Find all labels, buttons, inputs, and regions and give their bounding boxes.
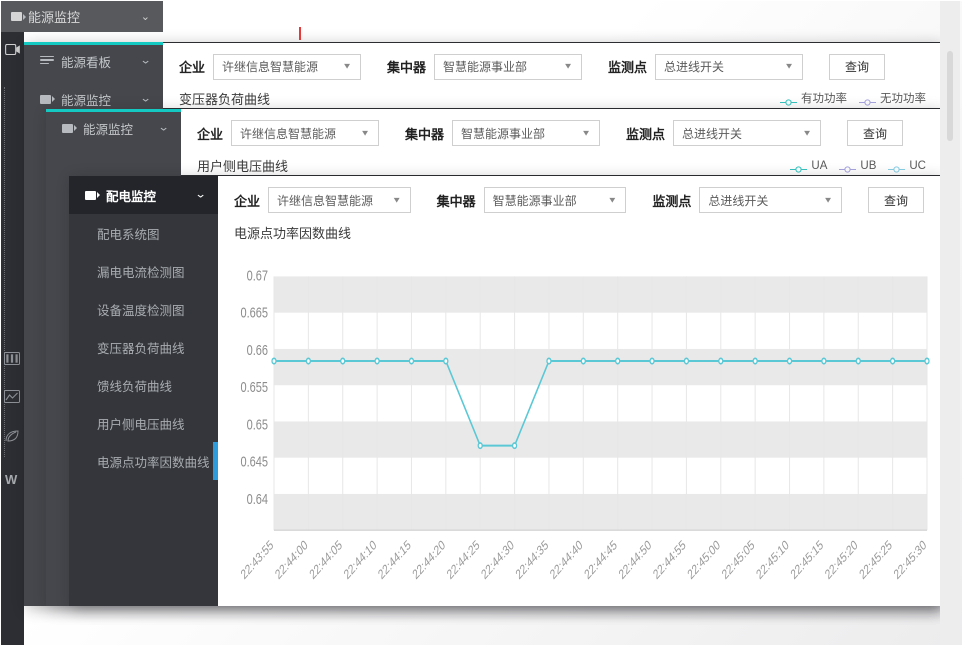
svg-text:22:44:05: 22:44:05: [307, 536, 345, 582]
svg-text:0.665: 0.665: [240, 304, 268, 321]
svg-text:22:45:05: 22:45:05: [719, 536, 757, 582]
svg-text:0.65: 0.65: [247, 416, 268, 433]
svg-text:22:45:30: 22:45:30: [891, 536, 929, 582]
svg-text:0.64: 0.64: [247, 490, 268, 507]
svg-text:22:44:15: 22:44:15: [376, 536, 414, 582]
svg-text:0.67: 0.67: [247, 267, 268, 284]
svg-text:22:45:00: 22:45:00: [685, 536, 723, 582]
svg-text:22:44:50: 22:44:50: [616, 536, 654, 582]
svg-text:22:44:10: 22:44:10: [341, 536, 379, 582]
svg-text:22:44:25: 22:44:25: [444, 536, 482, 582]
svg-text:22:45:15: 22:45:15: [788, 536, 826, 582]
svg-text:22:44:55: 22:44:55: [651, 536, 689, 582]
svg-text:22:45:10: 22:45:10: [754, 536, 792, 582]
svg-text:22:44:20: 22:44:20: [410, 536, 448, 582]
svg-text:22:44:40: 22:44:40: [548, 536, 586, 582]
svg-text:22:44:30: 22:44:30: [479, 536, 517, 582]
svg-text:0.66: 0.66: [247, 341, 268, 358]
svg-text:22:44:35: 22:44:35: [513, 536, 551, 582]
svg-text:22:43:55: 22:43:55: [238, 536, 276, 582]
svg-text:22:44:45: 22:44:45: [582, 536, 620, 582]
svg-text:0.645: 0.645: [240, 453, 268, 470]
svg-text:0.655: 0.655: [240, 378, 268, 395]
svg-text:22:45:20: 22:45:20: [822, 536, 860, 582]
svg-text:22:45:25: 22:45:25: [857, 536, 895, 582]
svg-text:22:44:00: 22:44:00: [273, 536, 311, 582]
